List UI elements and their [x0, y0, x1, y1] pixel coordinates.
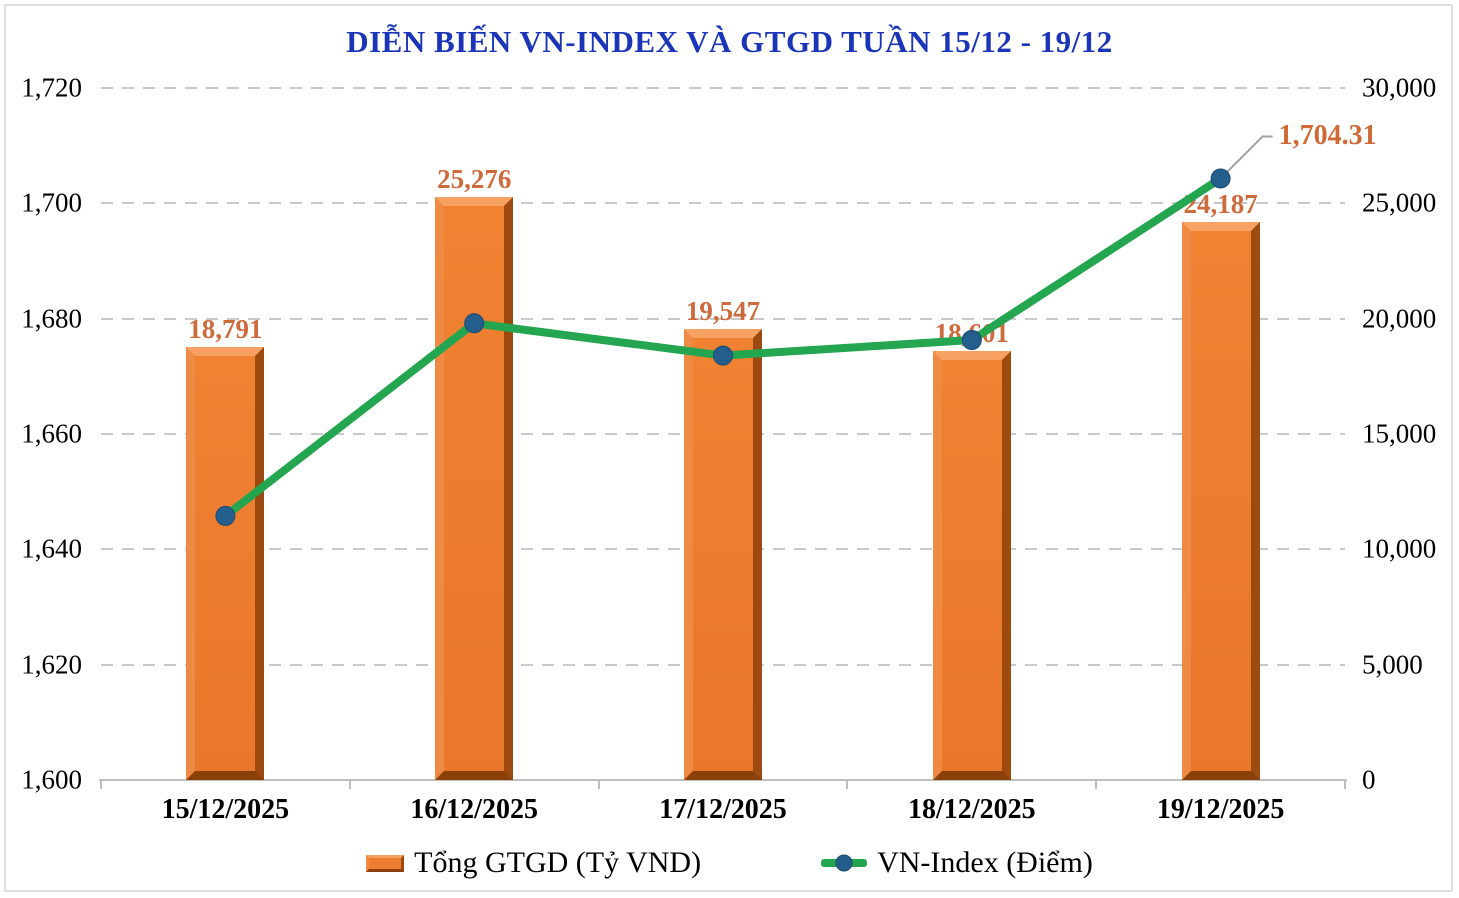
leader-line: [1226, 135, 1273, 173]
x-axis-category-label: 15/12/2025: [161, 794, 290, 825]
left-axis-tick-label: 1,680: [21, 303, 82, 334]
right-axis-tick-label: 20,000: [1362, 303, 1437, 334]
right-axis-tick-label: 30,000: [1362, 72, 1437, 103]
gtgd-bar: [684, 329, 762, 780]
legend-item-vnindex: VN-Index (Điểm): [821, 846, 1093, 880]
gtgd-bar: [435, 196, 514, 780]
data-point-marker: [1210, 168, 1231, 189]
bar-swatch-icon: [366, 854, 405, 872]
right-axis-tick-label: 25,000: [1362, 187, 1437, 218]
right-axis-tick-label: 5,000: [1362, 649, 1423, 680]
x-axis-tick: [846, 780, 849, 789]
gtgd-bar: [1181, 222, 1260, 780]
legend: Tổng GTGD (Tỷ VND) VN-Index (Điểm): [0, 842, 1459, 884]
chart-title: DIỄN BIẾN VN-INDEX VÀ GTGD TUẦN 15/12 - …: [346, 24, 1113, 59]
x-axis-category-label: 16/12/2025: [410, 794, 538, 825]
gtgd-bar: [932, 350, 1011, 780]
x-axis-category-label: 19/12/2025: [1156, 794, 1285, 825]
right-axis-tick-label: 10,000: [1362, 533, 1437, 564]
x-axis-tick: [597, 780, 600, 789]
left-axis-tick-label: 1,700: [21, 187, 82, 218]
left-axis-tick-label: 1,720: [21, 72, 82, 103]
gridline: [101, 87, 1345, 89]
x-axis-tick: [100, 780, 102, 789]
left-axis-tick-label: 1,660: [21, 418, 82, 449]
last-point-label: 1,704.31: [1278, 120, 1377, 152]
left-axis-tick-label: 1,640: [21, 533, 82, 564]
legend-item-gtgd: Tổng GTGD (Tỷ VND): [366, 846, 701, 880]
bar-value-label: 18,791: [188, 313, 263, 344]
x-axis-category-label: 18/12/2025: [908, 794, 1036, 825]
legend-label-vnindex: VN-Index (Điểm): [877, 846, 1093, 879]
gridline: [101, 202, 1345, 205]
x-axis-category-label: 17/12/2025: [659, 794, 787, 825]
gtgd-bar: [186, 346, 265, 780]
left-axis-tick-label: 1,620: [21, 649, 82, 680]
x-axis-line: [99, 779, 1347, 781]
bar-value-label: 19,547: [685, 296, 761, 327]
bar-value-label: 18,601: [934, 317, 1009, 348]
x-axis-tick: [1344, 780, 1346, 789]
x-axis-tick: [348, 780, 351, 789]
marker-dot-icon: [835, 854, 853, 872]
right-axis-tick-label: 0: [1362, 764, 1376, 795]
legend-label-gtgd: Tổng GTGD (Tỷ VND): [414, 846, 702, 879]
line-swatch-icon: [821, 854, 868, 872]
left-axis-tick-label: 1,600: [21, 764, 82, 795]
x-axis-tick: [1095, 780, 1098, 789]
right-axis-tick-label: 15,000: [1362, 418, 1437, 449]
bar-value-label: 25,276: [437, 163, 512, 194]
bar-value-label: 24,187: [1183, 189, 1258, 220]
